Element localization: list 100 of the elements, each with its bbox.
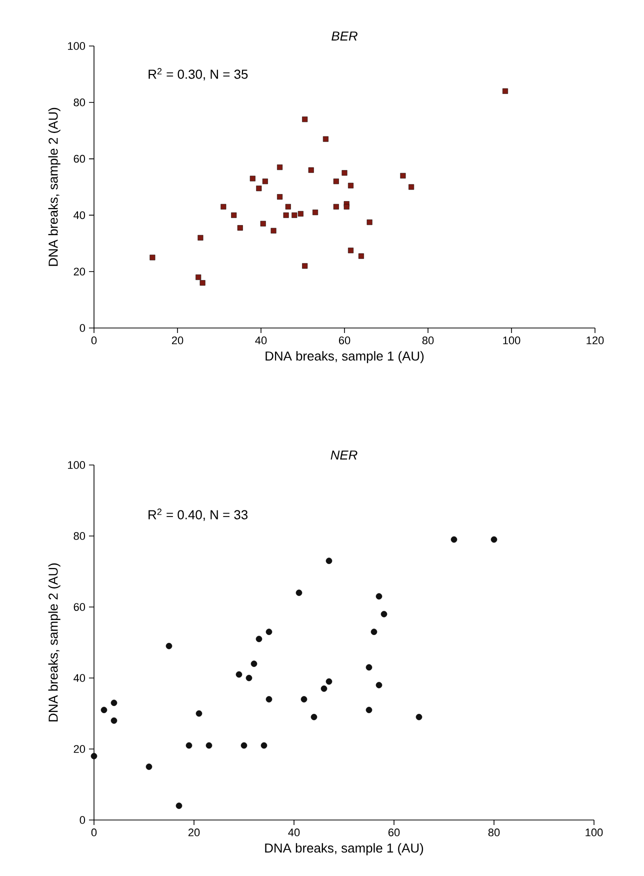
x-tick-label: 100: [503, 336, 520, 344]
point: [220, 204, 226, 210]
point: [342, 170, 348, 176]
point: [270, 228, 276, 234]
annotation: R$^{2}$ = 0.30, N = 35: [148, 68, 248, 80]
point: [146, 764, 152, 770]
y-axis-title: DNA breaks, sample 2 (AU): [48, 563, 60, 722]
point: [344, 204, 350, 210]
point: [400, 172, 406, 178]
point: [320, 686, 328, 692]
x-tick-label: 0: [91, 828, 97, 836]
point: [200, 280, 206, 286]
point: [376, 593, 382, 600]
point: [256, 636, 262, 642]
point: [176, 802, 182, 809]
point: [366, 219, 372, 225]
y-tick-label: 60: [74, 603, 86, 611]
x-axis-title: DNA breaks, sample 1 (AU): [265, 843, 424, 856]
x-tick-label: 60: [388, 828, 400, 836]
point: [300, 696, 308, 702]
point: [366, 706, 372, 714]
point: [333, 178, 339, 184]
point: [358, 253, 364, 259]
chart-title: NER: [330, 450, 358, 460]
point: [260, 220, 266, 226]
point: [310, 714, 318, 720]
x-tick-label: 40: [255, 336, 267, 344]
y-tick-label: 80: [74, 98, 86, 106]
y-tick-label: 0: [80, 324, 86, 332]
point: [302, 263, 308, 269]
point: [502, 88, 508, 94]
point: [296, 590, 302, 596]
point: [277, 164, 283, 170]
x-tick-label: 100: [586, 828, 603, 836]
point: [260, 742, 268, 749]
point: [250, 660, 258, 667]
point: [408, 184, 414, 190]
point: [236, 671, 242, 678]
x-tick-label: 120: [586, 336, 604, 344]
y-tick-label: 40: [74, 211, 86, 220]
point: [283, 212, 289, 218]
point: [416, 714, 422, 720]
y-tick-label: 20: [74, 745, 86, 753]
x-axis-title: DNA breaks, sample 1 (AU): [266, 351, 424, 364]
point: [348, 182, 354, 188]
x-tick-label: 20: [172, 336, 184, 344]
point: [198, 235, 204, 240]
point: [292, 212, 298, 218]
point: [450, 536, 458, 543]
point: [333, 204, 339, 210]
y-tick-label: 80: [74, 532, 86, 540]
x-tick-label: 80: [488, 828, 500, 836]
x-tick-label: 60: [338, 336, 350, 344]
y-tick-label: 100: [68, 42, 86, 50]
y-tick-label: 40: [74, 674, 86, 682]
y-tick-label: 20: [74, 268, 86, 276]
point: [231, 212, 237, 218]
point: [366, 664, 372, 670]
point: [285, 204, 291, 210]
point: [240, 742, 248, 749]
point: [326, 558, 332, 564]
point: [302, 116, 308, 122]
point: [322, 136, 328, 142]
point: [266, 696, 272, 702]
point: [206, 742, 212, 749]
point: [100, 706, 108, 714]
annotation: R$^{2}$ = 0.40, N = 33: [148, 508, 248, 521]
point: [376, 682, 382, 688]
point: [196, 710, 202, 717]
x-tick-label: 0: [91, 336, 97, 344]
y-axis-title: DNA breaks, sample 2 (AU): [48, 108, 60, 266]
point: [380, 610, 388, 618]
point: [312, 210, 318, 216]
y-tick-label: 0: [80, 816, 86, 824]
y-tick-label: 100: [68, 461, 86, 469]
point: [110, 700, 118, 706]
point: [196, 274, 202, 280]
point: [348, 248, 354, 254]
y-tick-label: 60: [74, 154, 86, 163]
point: [246, 674, 252, 682]
point: [166, 642, 172, 650]
point: [326, 678, 332, 685]
point: [308, 167, 314, 173]
x-tick-label: 20: [188, 828, 200, 836]
point: [298, 211, 304, 217]
point: [262, 178, 268, 184]
point: [237, 225, 243, 231]
x-tick-label: 40: [288, 828, 300, 836]
point: [110, 717, 118, 724]
point: [90, 752, 98, 760]
point: [490, 536, 498, 543]
point: [256, 186, 262, 192]
x-tick-label: 80: [422, 336, 434, 344]
point: [250, 176, 256, 182]
point: [277, 194, 283, 200]
chart-title: BER: [332, 32, 358, 40]
point: [186, 742, 192, 749]
point: [370, 628, 378, 635]
point: [150, 254, 156, 260]
point: [266, 628, 272, 635]
